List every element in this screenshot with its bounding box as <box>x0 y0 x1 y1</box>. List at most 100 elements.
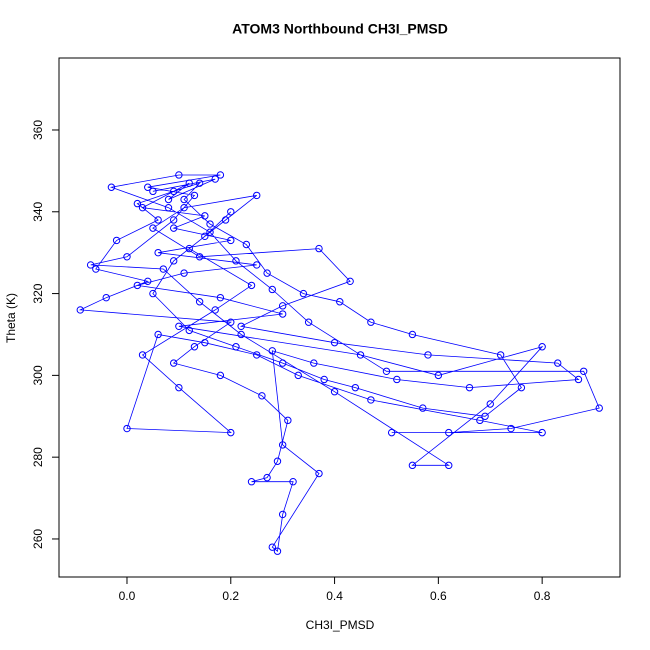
data-point <box>216 293 225 302</box>
data-point <box>149 289 157 298</box>
data-point <box>227 428 235 437</box>
data-point <box>180 195 188 204</box>
data-point <box>154 248 162 257</box>
data-point <box>201 232 209 241</box>
data-point <box>185 244 193 253</box>
data-point <box>268 543 276 551</box>
data-point <box>278 441 287 449</box>
y-tick-label: 360 <box>31 120 45 140</box>
data-point <box>211 175 219 183</box>
y-tick-label: 260 <box>31 529 45 549</box>
data-point <box>216 371 225 380</box>
data-point <box>304 318 313 326</box>
data-point <box>595 404 603 412</box>
x-tick-label: 0.0 <box>119 589 136 603</box>
data-point <box>169 224 178 232</box>
data-point <box>133 199 142 208</box>
data-point <box>169 257 178 265</box>
data-point <box>424 351 432 359</box>
data-point <box>579 367 588 375</box>
data-point <box>159 265 168 273</box>
data-point <box>190 343 199 351</box>
data-point <box>315 244 323 253</box>
data-point <box>299 289 308 298</box>
data-point <box>268 347 276 355</box>
data-point <box>164 195 173 204</box>
data-point <box>180 203 188 212</box>
x-axis-label: CH3I_PMSD <box>306 618 375 632</box>
data-point <box>465 383 474 392</box>
data-point <box>253 191 261 200</box>
data-point <box>315 469 323 478</box>
x-tick-label: 0.4 <box>326 589 343 603</box>
data-point <box>195 179 204 187</box>
data-point <box>387 428 396 437</box>
y-tick-label: 300 <box>31 365 45 385</box>
data-point <box>169 359 178 367</box>
data-point <box>237 322 245 330</box>
data-point <box>419 404 427 412</box>
data-point <box>538 428 546 437</box>
data-point <box>149 187 157 196</box>
data-point <box>382 367 391 375</box>
data-point <box>393 375 401 384</box>
data-point <box>149 224 157 232</box>
data-point <box>227 236 235 245</box>
data-point <box>185 326 193 335</box>
data-point <box>144 183 152 191</box>
data-point <box>133 281 142 290</box>
data-point <box>201 338 209 347</box>
data-point <box>92 265 100 273</box>
data-point <box>356 351 365 359</box>
data-point <box>195 298 204 306</box>
data-point <box>190 191 199 200</box>
data-point <box>211 306 219 314</box>
data-point <box>175 171 183 179</box>
data-point <box>232 257 240 265</box>
data-point <box>273 457 282 465</box>
data-point <box>138 203 147 212</box>
x-tick-label: 0.2 <box>222 589 239 603</box>
data-point <box>112 236 121 245</box>
data-point <box>330 388 339 396</box>
data-point <box>206 220 214 228</box>
data-point <box>263 269 271 277</box>
plot-frame <box>58 57 621 578</box>
data-point <box>268 285 276 294</box>
data-point <box>294 371 302 380</box>
data-point <box>102 293 110 302</box>
data-point <box>351 383 360 392</box>
data-point <box>481 412 489 420</box>
data-point <box>123 253 131 261</box>
data-point <box>538 343 546 351</box>
data-point <box>476 416 484 425</box>
data-point <box>330 338 339 347</box>
data-point <box>242 240 251 249</box>
data-point <box>227 318 235 326</box>
data-point <box>247 281 256 290</box>
y-tick-label: 280 <box>31 447 45 467</box>
data-point <box>445 428 453 437</box>
data-point <box>408 330 417 339</box>
data-point <box>76 306 84 314</box>
data-point <box>154 216 162 224</box>
data-point <box>445 461 453 470</box>
data-point <box>253 261 261 269</box>
data-point <box>278 359 287 367</box>
data-point <box>273 547 282 555</box>
data-point <box>144 277 152 286</box>
data-point <box>346 277 354 286</box>
data-point <box>180 269 188 277</box>
chart-title: ATOM3 Northbound CH3I_PMSD <box>232 21 448 37</box>
data-point <box>107 183 116 191</box>
data-point <box>554 359 562 367</box>
data-point <box>336 298 344 306</box>
y-tick-label: 340 <box>31 201 45 221</box>
x-tick-label: 0.8 <box>534 589 551 603</box>
data-point <box>574 375 583 384</box>
data-point <box>185 179 193 187</box>
data-point <box>496 351 505 359</box>
data-point <box>367 318 375 326</box>
